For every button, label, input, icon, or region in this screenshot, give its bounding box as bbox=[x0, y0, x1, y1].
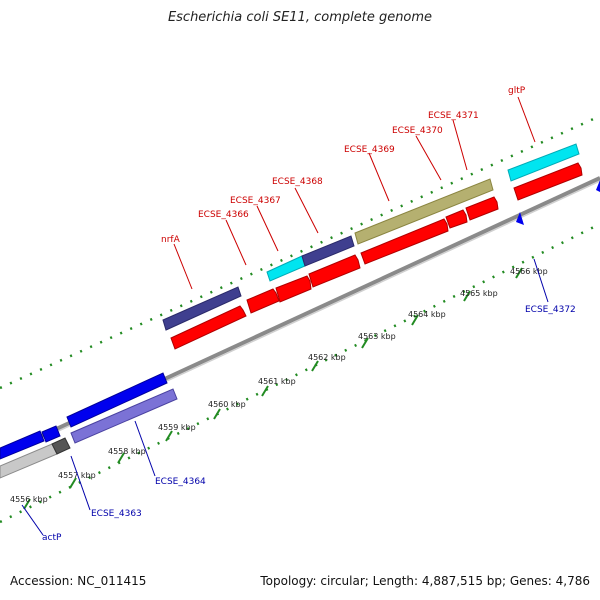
cds-red-2 bbox=[246, 288, 280, 314]
scale-label-4564: 4564 kbp bbox=[408, 310, 446, 319]
red-label-leaders bbox=[173, 96, 536, 290]
map-title: Escherichia coli SE11, complete genome bbox=[167, 10, 433, 25]
blue-label-leaders bbox=[21, 258, 549, 536]
cds-red-5 bbox=[360, 218, 449, 265]
cds-blue-2 bbox=[0, 430, 45, 460]
cds-red-8 bbox=[513, 162, 583, 201]
scale-label-4563: 4563 kbp bbox=[358, 332, 396, 341]
forward-cds-row bbox=[170, 162, 583, 350]
genome-summary-text: Topology: circular; Length: 4,887,515 bp… bbox=[260, 574, 590, 588]
gene-label-ECSE_4366: ECSE_4366 bbox=[198, 210, 249, 220]
gene-label-ECSE_4363: ECSE_4363 bbox=[91, 509, 142, 519]
scale-label-4565: 4565 kbp bbox=[460, 289, 498, 298]
inner-dotted-track bbox=[0, 222, 600, 524]
outer-feature-row bbox=[162, 143, 580, 331]
gene-label-ECSE_4364: ECSE_4364 bbox=[155, 477, 206, 487]
feature-cyan-2 bbox=[507, 143, 580, 182]
scale-label-4561: 4561 kbp bbox=[258, 377, 296, 386]
scale-ticks bbox=[23, 267, 523, 510]
scale-label-4558: 4558 kbp bbox=[108, 447, 146, 456]
feature-blue-edge bbox=[596, 180, 600, 192]
gene-label-ECSE_4367: ECSE_4367 bbox=[230, 196, 281, 206]
scale-label-4560: 4560 kbp bbox=[208, 400, 246, 409]
feature-cyan-1 bbox=[266, 255, 306, 282]
reverse-feature-row bbox=[0, 372, 178, 479]
outer-dotted-track bbox=[0, 114, 600, 390]
scale-label-4556: 4556 kbp bbox=[10, 495, 48, 504]
cds-blue-3 bbox=[41, 425, 61, 443]
accession-text: Accession: NC_011415 bbox=[10, 574, 147, 588]
cds-lavender-1 bbox=[70, 388, 178, 444]
feature-blue-small bbox=[516, 212, 524, 225]
scale-label-4562: 4562 kbp bbox=[308, 353, 346, 362]
cds-red-4 bbox=[308, 254, 361, 288]
cds-red-1 bbox=[170, 305, 247, 350]
feature-olive-1 bbox=[354, 178, 494, 245]
gene-label-ECSE_4368: ECSE_4368 bbox=[272, 177, 323, 187]
cds-red-7 bbox=[465, 196, 499, 221]
feature-navy-1 bbox=[162, 286, 242, 331]
scale-label-4559: 4559 kbp bbox=[158, 423, 196, 432]
gene-label-ECSE_4370: ECSE_4370 bbox=[392, 126, 443, 136]
gene-label-ECSE_4372: ECSE_4372 bbox=[525, 305, 576, 315]
scale-label-4566: 4566 kbp bbox=[510, 267, 548, 276]
cds-red-6 bbox=[445, 209, 468, 229]
cds-red-3 bbox=[275, 275, 312, 303]
gene-label-nrfA: nrfA bbox=[161, 235, 181, 245]
cds-darkgrey-1 bbox=[51, 437, 71, 455]
gene-label-ECSE_4371: ECSE_4371 bbox=[428, 111, 479, 121]
feature-navy-2 bbox=[301, 235, 355, 267]
gene-label-actP: actP bbox=[42, 533, 62, 543]
gene-label-gltP: gltP bbox=[508, 86, 526, 96]
cds-blue-1 bbox=[66, 372, 168, 428]
scale-label-4557: 4557 kbp bbox=[58, 471, 96, 480]
gene-label-ECSE_4369: ECSE_4369 bbox=[344, 145, 395, 155]
